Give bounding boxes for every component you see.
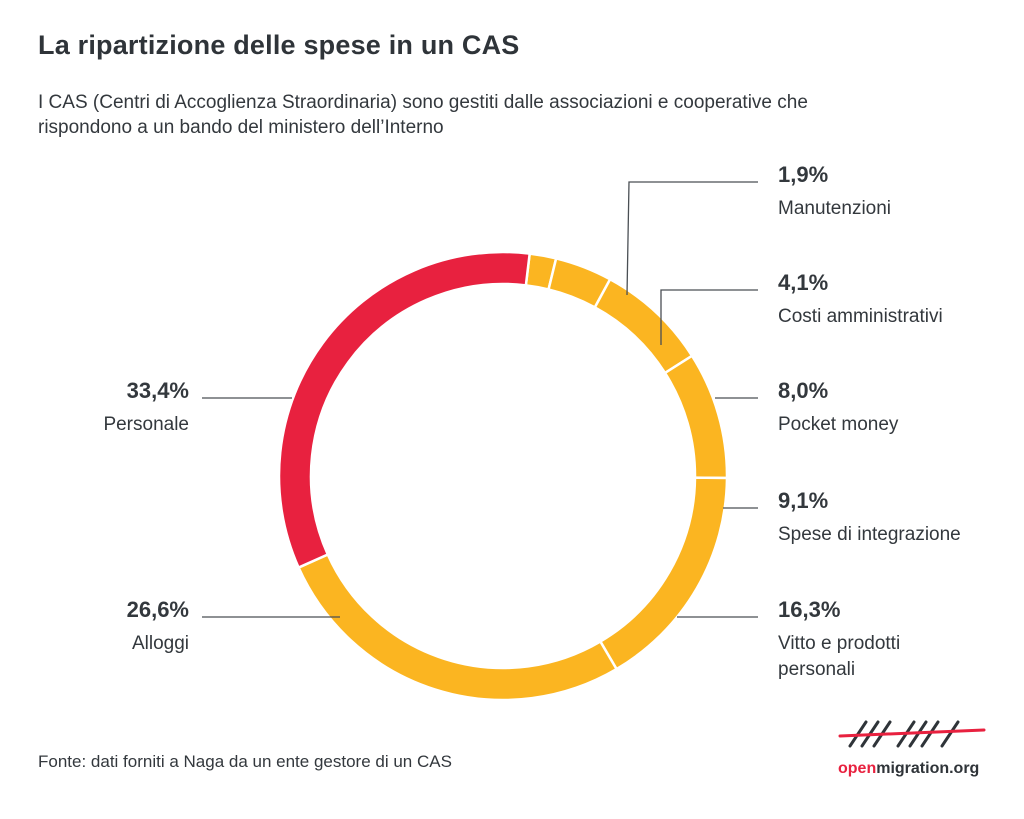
chart-subtitle: I CAS (Centri di Accoglienza Straordinar… [38,92,808,138]
slice-personale [277,250,532,570]
slice-category-label: Manutenzioni [778,198,891,219]
logo-wordmark-rest: migration.org [876,760,980,777]
slice-category-label: Vitto e prodotti [778,633,900,654]
slice-category-label: Spese di integrazione [778,524,961,545]
slice-labels: 1,9% Manutenzioni 4,1% Costi amministrativi… [103,162,960,680]
logo-wordmark: openmigration.org [838,760,979,778]
slice-category-label: Personale [103,414,189,435]
chart-title: La ripartizione delle spese in un CAS [38,30,520,60]
slice-value-label: 1,9% [778,162,828,187]
slice-spese-di-integrazione [663,354,729,480]
slice-value-label: 33,4% [127,378,189,403]
slice-value-label: 4,1% [778,270,828,295]
slice-value-label: 9,1% [778,488,828,513]
slice-category-label: Alloggi [132,633,189,654]
slice-category-label: Pocket money [778,414,899,435]
slice-value-label: 16,3% [778,597,840,622]
leader-lines [202,181,758,618]
openmigration-logo-icon [838,720,986,748]
source-note: Fonte: dati forniti a Naga da un ente ge… [38,752,452,771]
slice-category-label: Costi amministrativi [778,306,943,327]
donut-slices [277,250,729,702]
slice-value-label: 8,0% [778,378,828,403]
leader-line-manutenzioni [626,181,758,296]
leader-line-costi-amministrativi [660,289,758,345]
slice-value-label: 26,6% [127,597,189,622]
slice-category-label: personali [778,659,855,680]
logo-wordmark-open: open [838,760,877,777]
slice-vitto-e-prodotti-personali [598,476,729,671]
slice-pocket-money [593,277,694,375]
slice-alloggi [296,552,619,702]
